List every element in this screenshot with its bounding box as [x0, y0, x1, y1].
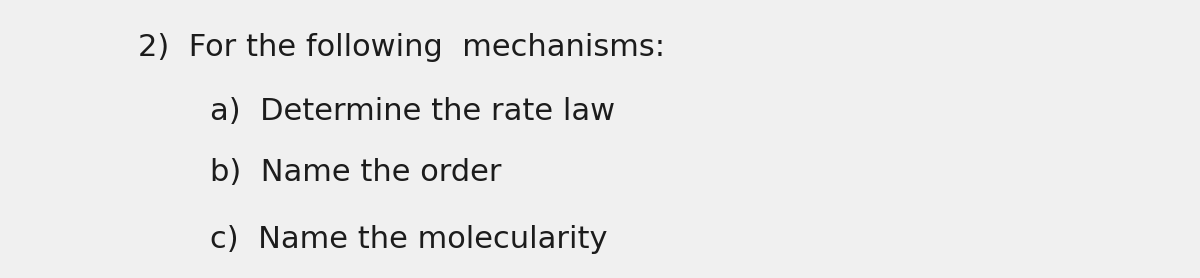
- Text: a)  Determine the rate law: a) Determine the rate law: [210, 97, 616, 126]
- Text: 2)  For the following  mechanisms:: 2) For the following mechanisms:: [138, 33, 665, 62]
- Text: b)  Name the order: b) Name the order: [210, 158, 502, 187]
- Text: c)  Name the molecularity: c) Name the molecularity: [210, 225, 607, 254]
